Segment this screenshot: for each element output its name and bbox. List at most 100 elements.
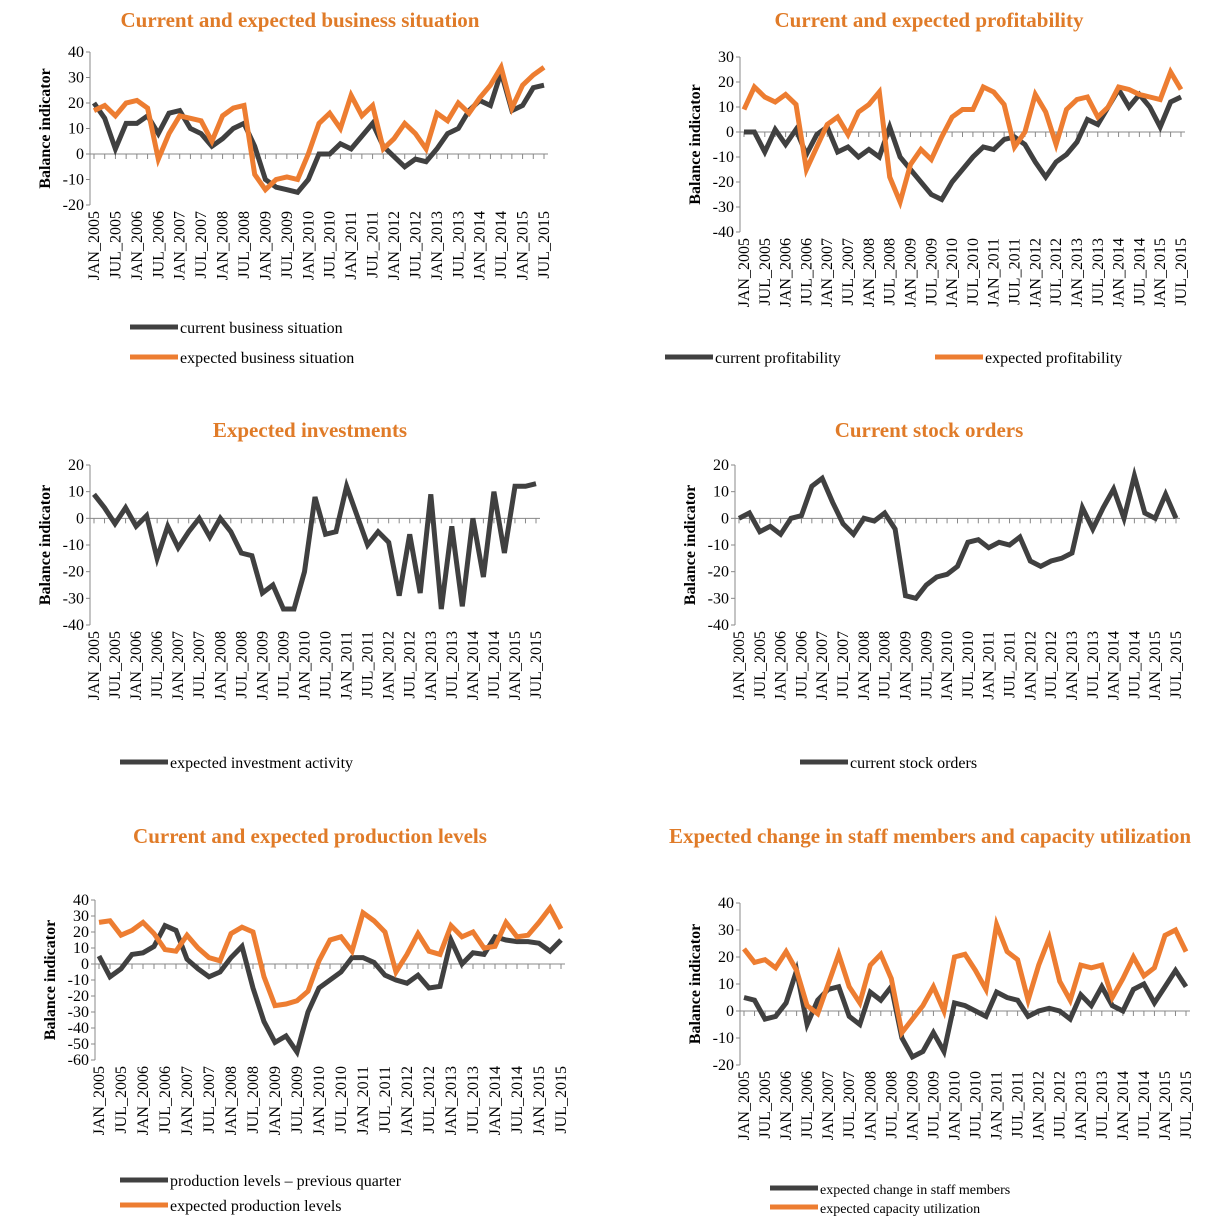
x-tick-label: JUL_2007 — [841, 1071, 858, 1139]
legend-label: expected change in staff members — [820, 1183, 1010, 1198]
x-tick-label: JAN_2005 — [736, 1071, 753, 1140]
x-tick-label: JAN_2005 — [86, 631, 103, 700]
chart-title: Current and expected business situation — [120, 8, 480, 32]
series-line — [92, 60, 546, 194]
x-tick-label: JUL_2007 — [201, 1066, 218, 1134]
x-tick-label: JUL_2008 — [245, 1066, 262, 1134]
x-tick-label: JAN_2006 — [778, 1071, 795, 1140]
chart-panel: Expected change in staff members and cap… — [669, 824, 1195, 1216]
x-tick-label: JAN_2008 — [215, 211, 232, 280]
x-tick-label: JUL_2009 — [918, 631, 935, 699]
chart-title: Expected investments — [212, 418, 408, 442]
x-tick-label: JAN_2015 — [1157, 1071, 1174, 1140]
x-tick-label: JUL_2010 — [965, 238, 982, 306]
y-axis-label: Balance indicator — [687, 924, 704, 1044]
x-tick-label: JAN_2010 — [946, 1071, 963, 1140]
y-tick-label: -20 — [713, 1057, 734, 1074]
x-tick-label: JAN_2010 — [296, 631, 313, 700]
y-tick-label: 10 — [718, 99, 734, 116]
x-tick-label: JUL_2012 — [421, 1066, 438, 1134]
y-tick-label: -30 — [708, 590, 729, 607]
x-tick-label: JAN_2006 — [135, 1066, 152, 1135]
chart-panel: Current and expected business situation -… — [37, 8, 553, 367]
x-tick-label: JAN_2013 — [1069, 238, 1086, 307]
y-tick-label: 40 — [73, 892, 89, 909]
x-tick-label: JAN_2014 — [465, 631, 482, 700]
legend-label: current business situation — [180, 320, 343, 337]
y-tick-label: 30 — [718, 922, 734, 939]
x-tick-label: JUL_2011 — [1007, 238, 1024, 305]
x-tick-label: JAN_2013 — [423, 631, 440, 700]
x-tick-label: JUL_2005 — [113, 1066, 130, 1134]
x-tick-label: JAN_2011 — [981, 631, 998, 700]
x-tick-label: JAN_2007 — [819, 238, 836, 307]
x-tick-label: JAN_2009 — [257, 211, 274, 280]
y-tick-label: -10 — [68, 972, 89, 989]
x-tick-label: JUL_2012 — [1048, 238, 1065, 306]
x-tick-label: JAN_2007 — [170, 631, 187, 700]
x-tick-label: JAN_2008 — [861, 238, 878, 307]
x-tick-label: JUL_2005 — [752, 631, 769, 699]
y-tick-label: 40 — [718, 895, 734, 912]
x-tick-label: JUL_2006 — [799, 1071, 816, 1139]
y-tick-label: 0 — [726, 124, 734, 141]
y-tick-label: -20 — [68, 988, 89, 1005]
x-tick-label: JUL_2007 — [835, 631, 852, 699]
y-tick-label: 10 — [73, 940, 89, 957]
y-tick-label: 0 — [726, 1003, 734, 1020]
chart-panel: Current and expected production levels -6… — [42, 824, 570, 1215]
y-tick-label: -40 — [63, 617, 84, 634]
chart-panel: Current stock orders -40 -30 -20 -10 0 10 20 Bal… — [682, 418, 1185, 772]
x-tick-label: JAN_2012 — [386, 211, 403, 280]
y-tick-label: -30 — [63, 590, 84, 607]
x-tick-label: JUL_2005 — [107, 631, 124, 699]
x-tick-label: JAN_2014 — [1115, 1071, 1132, 1140]
x-tick-label: JUL_2008 — [882, 238, 899, 306]
x-tick-label: JAN_2006 — [128, 631, 145, 700]
x-tick-label: JUL_2011 — [365, 211, 382, 278]
x-tick-label: JUL_2011 — [1010, 1071, 1027, 1138]
x-tick-label: JUL_2006 — [150, 211, 167, 279]
y-axis-label: Balance indicator — [37, 68, 54, 188]
x-tick-label: JAN_2015 — [1147, 631, 1164, 700]
y-tick-label: 40 — [68, 44, 84, 61]
x-tick-label: JAN_2015 — [1152, 238, 1169, 307]
x-tick-label: JAN_2015 — [507, 631, 524, 700]
x-tick-label: JUL_2006 — [157, 1066, 174, 1134]
chart-title: Current and expected profitability — [774, 8, 1084, 32]
x-tick-label: JAN_2005 — [91, 1066, 108, 1135]
y-axis-label: Balance indicator — [42, 920, 59, 1040]
y-tick-label: 10 — [713, 484, 729, 501]
x-tick-label: JAN_2008 — [862, 1071, 879, 1140]
x-tick-label: JAN_2014 — [472, 211, 489, 280]
x-tick-label: JUL_2009 — [279, 211, 296, 279]
y-tick-label: -40 — [708, 617, 729, 634]
x-tick-label: JUL_2006 — [798, 238, 815, 306]
x-tick-label: JUL_2014 — [1136, 1071, 1153, 1139]
y-tick-label: -20 — [713, 174, 734, 191]
y-tick-label: 20 — [713, 457, 729, 474]
x-tick-label: JUL_2014 — [1126, 631, 1143, 699]
x-tick-label: JUL_2010 — [322, 211, 339, 279]
x-tick-label: JAN_2012 — [1031, 1071, 1048, 1140]
y-tick-label: 20 — [718, 74, 734, 91]
y-tick-label: 0 — [76, 510, 84, 527]
y-tick-label: 30 — [73, 908, 89, 925]
chart-title-box: Current and expected production levels — [133, 824, 487, 848]
x-tick-label: JUL_2011 — [1002, 631, 1019, 698]
chart-title-box: Current and expected profitability — [774, 8, 1084, 32]
x-tick-label: JUL_2009 — [275, 631, 292, 699]
x-tick-label: JUL_2007 — [193, 211, 210, 279]
x-tick-label: JUL_2012 — [402, 631, 419, 699]
legend-label: expected investment activity — [170, 755, 353, 772]
y-tick-label: 10 — [68, 121, 84, 138]
legend-label: current profitability — [715, 350, 841, 367]
x-tick-label: JUL_2013 — [1085, 631, 1102, 699]
x-tick-label: JAN_2009 — [904, 1071, 921, 1140]
x-tick-label: JAN_2013 — [1064, 631, 1081, 700]
legend-label: expected profitability — [985, 350, 1122, 367]
x-tick-label: JAN_2012 — [399, 1066, 416, 1135]
x-tick-label: JAN_2010 — [939, 631, 956, 700]
x-tick-label: JUL_2006 — [149, 631, 166, 699]
